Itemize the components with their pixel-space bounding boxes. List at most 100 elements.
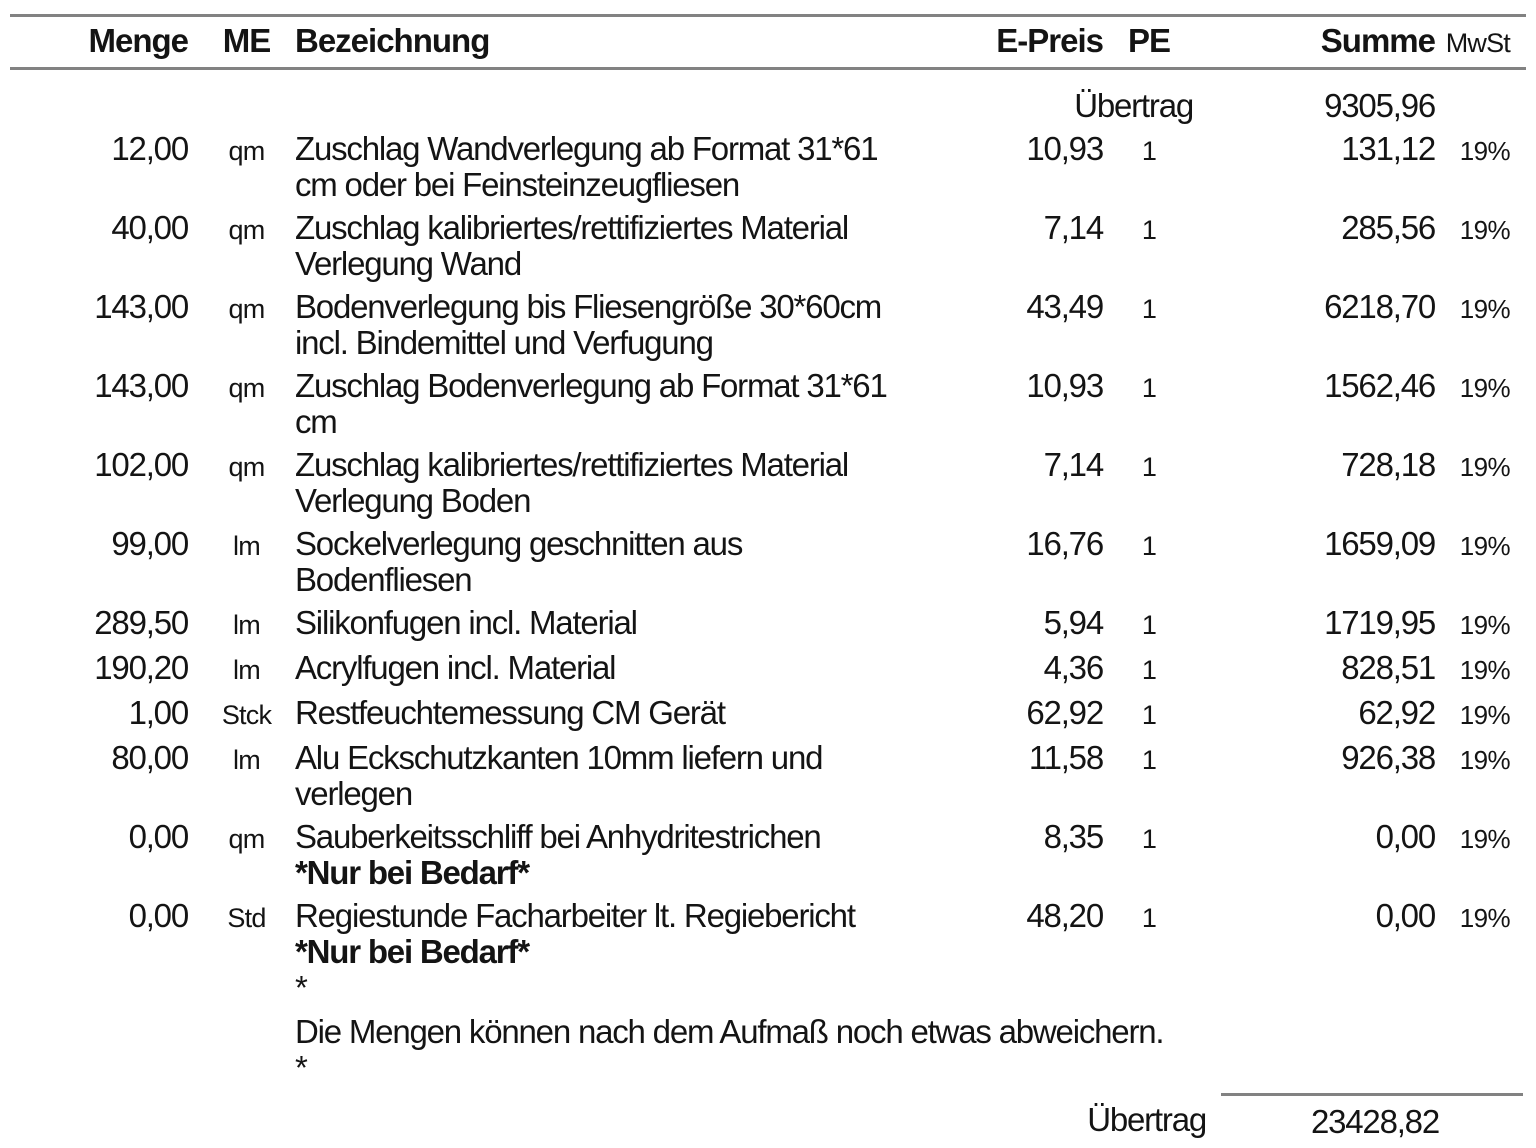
- vat-cell: 19%: [1459, 452, 1511, 482]
- unit-price-cell: 11,58: [1028, 739, 1104, 776]
- pe-cell: 1: [1141, 531, 1157, 561]
- header-bezeichnung: Bezeichnung: [295, 22, 490, 59]
- carry-forward-bottom-label: Übertrag: [1087, 1101, 1207, 1138]
- unit-cell: lm: [233, 655, 261, 685]
- description-line: Verlegung Wand: [295, 245, 522, 282]
- table-row: 40,00 qm Zuschlag kalibriertes/rettifizi…: [10, 210, 1526, 282]
- unit-price-cell: 4,36: [1043, 649, 1105, 686]
- total-cell: 0,00: [1375, 818, 1437, 855]
- total-cell: 6218,70: [1324, 288, 1436, 325]
- quantity-cell: 0,00: [128, 897, 190, 934]
- carry-forward-bottom-value: 23428,82: [1221, 1093, 1523, 1140]
- header-pe: PE: [1127, 22, 1171, 59]
- table-row: 143,00 qm Bodenverlegung bis Fliesengröß…: [10, 289, 1526, 361]
- pe-cell: 1: [1141, 824, 1157, 854]
- description-line: cm oder bei Feinsteinzeugfliesen: [295, 166, 740, 203]
- table-row: 143,00 qm Zuschlag Bodenverlegung ab For…: [10, 368, 1526, 440]
- total-cell: 728,18: [1341, 446, 1436, 483]
- description-line: Sauberkeitsschliff bei Anhydritestrichen: [295, 818, 822, 855]
- pe-cell: 1: [1141, 136, 1157, 166]
- description-line: *Nur bei Bedarf*: [295, 933, 530, 970]
- description-line: Bodenverlegung bis Fliesengröße 30*60cm: [295, 288, 882, 325]
- unit-cell: lm: [233, 531, 261, 561]
- table-header-row: Menge ME Bezeichnung E-Preis PE Summe Mw…: [10, 17, 1526, 67]
- vat-cell: 19%: [1459, 136, 1511, 166]
- table-row: 1,00 Stck Restfeuchtemessung CM Gerät 62…: [10, 695, 1526, 733]
- description-line: Zuschlag Bodenverlegung ab Format 31*61: [295, 367, 888, 404]
- total-cell: 1659,09: [1324, 525, 1436, 562]
- description-cell: Acrylfugen incl. Material: [280, 650, 970, 686]
- unit-price-cell: 43,49: [1026, 288, 1104, 325]
- unit-price-cell: 48,20: [1026, 897, 1104, 934]
- pe-cell: 1: [1141, 610, 1157, 640]
- quantity-cell: 289,50: [94, 604, 189, 641]
- description-line: Zuschlag kalibriertes/rettifiziertes Mat…: [295, 209, 849, 246]
- table-row: 289,50 lm Silikonfugen incl. Material 5,…: [10, 605, 1526, 643]
- pe-cell: 1: [1141, 373, 1157, 403]
- vat-cell: 19%: [1459, 700, 1511, 730]
- vat-cell: 19%: [1459, 610, 1511, 640]
- description-line: verlegen: [295, 775, 413, 812]
- header-me: ME: [222, 22, 272, 59]
- unit-price-cell: 62,92: [1026, 694, 1104, 731]
- pe-cell: 1: [1141, 215, 1157, 245]
- carry-forward-top-label: Übertrag: [1074, 87, 1194, 124]
- unit-cell: lm: [233, 745, 261, 775]
- invoice-page: Menge ME Bezeichnung E-Preis PE Summe Mw…: [10, 0, 1526, 1140]
- total-cell: 1562,46: [1324, 367, 1436, 404]
- quantity-cell: 80,00: [111, 739, 189, 776]
- description-cell: Alu Eckschutzkanten 10mm liefern und verl…: [280, 740, 970, 812]
- vat-cell: 19%: [1459, 745, 1511, 775]
- remark-line: *: [295, 1049, 308, 1086]
- pe-cell: 1: [1141, 903, 1157, 933]
- description-line: Verlegung Boden: [295, 482, 531, 519]
- pe-cell: 1: [1141, 745, 1157, 775]
- line-items: 12,00 qm Zuschlag Wandverlegung ab Forma…: [10, 131, 1526, 1006]
- total-cell: 926,38: [1341, 739, 1436, 776]
- table-row: 12,00 qm Zuschlag Wandverlegung ab Forma…: [10, 131, 1526, 203]
- description-line: Restfeuchtemessung CM Gerät: [295, 694, 726, 731]
- total-cell: 131,12: [1341, 130, 1436, 167]
- total-cell: 0,00: [1375, 897, 1437, 934]
- unit-cell: qm: [228, 136, 266, 166]
- carry-forward-bottom-row: Übertrag 23428,82: [10, 1093, 1526, 1140]
- description-cell: Bodenverlegung bis Fliesengröße 30*60cm i…: [280, 289, 970, 361]
- quantity-cell: 102,00: [94, 446, 189, 483]
- quantity-cell: 40,00: [111, 209, 189, 246]
- pe-cell: 1: [1141, 452, 1157, 482]
- description-cell: Zuschlag Bodenverlegung ab Format 31*61 c…: [280, 368, 970, 440]
- vat-cell: 19%: [1459, 294, 1511, 324]
- unit-price-cell: 7,14: [1043, 209, 1105, 246]
- total-cell: 62,92: [1358, 694, 1436, 731]
- table-row: 80,00 lm Alu Eckschutzkanten 10mm liefer…: [10, 740, 1526, 812]
- description-line: Alu Eckschutzkanten 10mm liefern und: [295, 739, 823, 776]
- quantity-cell: 143,00: [94, 367, 189, 404]
- vat-cell: 19%: [1459, 531, 1511, 561]
- vat-cell: 19%: [1459, 824, 1511, 854]
- description-line: *Nur bei Bedarf*: [295, 854, 530, 891]
- table-row: 190,20 lm Acrylfugen incl. Material 4,36…: [10, 650, 1526, 688]
- unit-price-cell: 5,94: [1043, 604, 1105, 641]
- description-line: Bodenfliesen: [295, 561, 473, 598]
- pe-cell: 1: [1141, 700, 1157, 730]
- description-cell: Zuschlag kalibriertes/rettifiziertes Mat…: [280, 210, 970, 282]
- description-cell: Sockelverlegung geschnitten aus Bodenflie…: [280, 526, 970, 598]
- description-line: incl. Bindemittel und Verfugung: [295, 324, 714, 361]
- total-cell: 285,56: [1341, 209, 1436, 246]
- unit-price-cell: 8,35: [1043, 818, 1105, 855]
- remark-line: Die Mengen können nach dem Aufmaß noch e…: [295, 1013, 1165, 1050]
- quantity-cell: 12,00: [111, 130, 189, 167]
- table-row: 0,00 Std Regiestunde Facharbeiter lt. Re…: [10, 898, 1526, 1006]
- description-cell: Regiestunde Facharbeiter lt. Regieberich…: [280, 898, 970, 1006]
- unit-cell: lm: [233, 610, 261, 640]
- table-row: 102,00 qm Zuschlag kalibriertes/rettifiz…: [10, 447, 1526, 519]
- unit-price-cell: 7,14: [1043, 446, 1105, 483]
- table-body: Übertrag 9305,96 12,00 qm Zuschlag Wandv…: [10, 70, 1526, 1086]
- description-line: Acrylfugen incl. Material: [295, 649, 617, 686]
- description-line: Sockelverlegung geschnitten aus: [295, 525, 743, 562]
- unit-cell: qm: [228, 824, 266, 854]
- vat-cell: 19%: [1459, 215, 1511, 245]
- description-cell: Sauberkeitsschliff bei Anhydritestrichen…: [280, 819, 970, 891]
- total-cell: 828,51: [1341, 649, 1436, 686]
- unit-cell: qm: [228, 215, 266, 245]
